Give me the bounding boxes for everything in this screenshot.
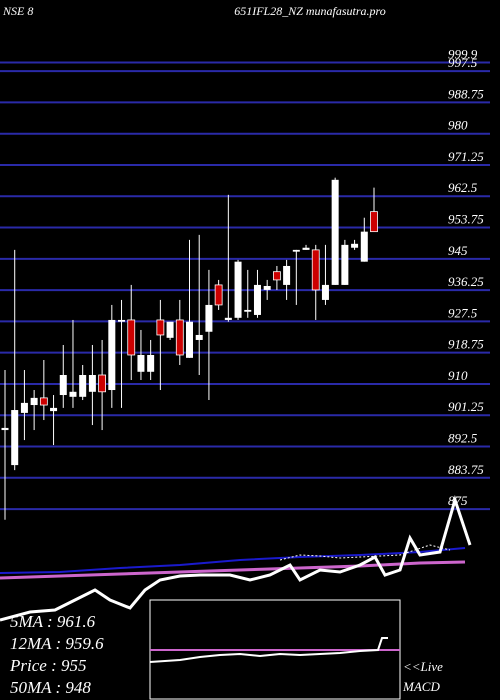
y-tick-label: 927.5 bbox=[448, 305, 478, 320]
candle-body bbox=[351, 243, 359, 248]
candle-body bbox=[186, 321, 193, 358]
y-tick-label: 997.5 bbox=[448, 55, 478, 70]
candle-body bbox=[88, 375, 96, 392]
y-tick-label: 892.5 bbox=[448, 430, 478, 445]
candle-body bbox=[79, 375, 87, 397]
candle-body bbox=[156, 319, 165, 336]
y-tick-label: 918.75 bbox=[448, 337, 484, 352]
candle-body bbox=[360, 231, 368, 262]
candle-body bbox=[147, 354, 155, 372]
ma-line bbox=[0, 547, 466, 574]
chart-title: 651IFL28_NZ munafasutra.pro bbox=[234, 4, 386, 18]
macd-line bbox=[149, 637, 388, 663]
y-tick-label: 936.25 bbox=[448, 274, 484, 289]
candle-body bbox=[118, 319, 126, 322]
info-line: 12MA : 959.6 bbox=[10, 634, 104, 653]
info-line: 50MA : 948 bbox=[10, 678, 91, 697]
info-line: Price : 955 bbox=[9, 656, 86, 675]
candle-body bbox=[50, 407, 58, 412]
candle-body bbox=[292, 249, 300, 252]
candle-body bbox=[272, 271, 281, 281]
y-tick-label: 883.75 bbox=[448, 462, 484, 477]
y-tick-label: 988.75 bbox=[448, 86, 484, 101]
candle-body bbox=[283, 265, 291, 285]
ma-line bbox=[0, 560, 466, 580]
exchange-label: NSE 8 bbox=[2, 4, 33, 18]
live-label: MACD bbox=[402, 679, 440, 694]
y-tick-label: 901.25 bbox=[448, 399, 484, 414]
candle-body bbox=[321, 284, 329, 300]
candle-body bbox=[263, 285, 271, 290]
candle-body bbox=[331, 179, 339, 285]
info-line: 5MA : 961.6 bbox=[10, 612, 96, 631]
candle-body bbox=[311, 249, 320, 291]
candle-body bbox=[253, 284, 261, 315]
candle-body bbox=[195, 334, 203, 340]
signal-line bbox=[279, 544, 451, 561]
candle-body bbox=[214, 284, 223, 306]
candle-body bbox=[244, 309, 252, 312]
candle-body bbox=[205, 304, 213, 332]
candle-body bbox=[30, 397, 38, 406]
candle-body bbox=[98, 374, 107, 393]
candle-body bbox=[137, 354, 145, 372]
candle-body bbox=[234, 261, 242, 318]
y-tick-label: 953.75 bbox=[448, 212, 484, 227]
candle-body bbox=[370, 211, 378, 233]
y-tick-label: 971.25 bbox=[448, 149, 484, 164]
candle-body bbox=[224, 317, 232, 320]
indicator-lines bbox=[0, 494, 472, 622]
candle-body bbox=[302, 247, 310, 250]
candle-body bbox=[69, 391, 77, 397]
candle-body bbox=[127, 319, 136, 356]
candle-body bbox=[341, 244, 349, 285]
y-tick-label: 999.9 bbox=[448, 47, 478, 62]
grid bbox=[0, 61, 490, 511]
candle-body bbox=[175, 319, 184, 356]
candle-body bbox=[39, 397, 48, 406]
price-line bbox=[0, 494, 472, 622]
candle-body bbox=[108, 319, 116, 391]
live-label: <<Live bbox=[403, 659, 443, 674]
y-tick-label: 945 bbox=[448, 243, 468, 258]
candle-body bbox=[1, 427, 9, 431]
candle-body bbox=[11, 410, 19, 466]
candle-body bbox=[59, 375, 67, 396]
y-tick-label: 875 bbox=[448, 493, 468, 508]
y-tick-label: 910 bbox=[448, 368, 468, 383]
y-tick-label: 962.5 bbox=[448, 180, 478, 195]
candle-body bbox=[20, 402, 28, 413]
y-tick-label: 980 bbox=[448, 118, 468, 133]
candle-body bbox=[166, 321, 174, 338]
